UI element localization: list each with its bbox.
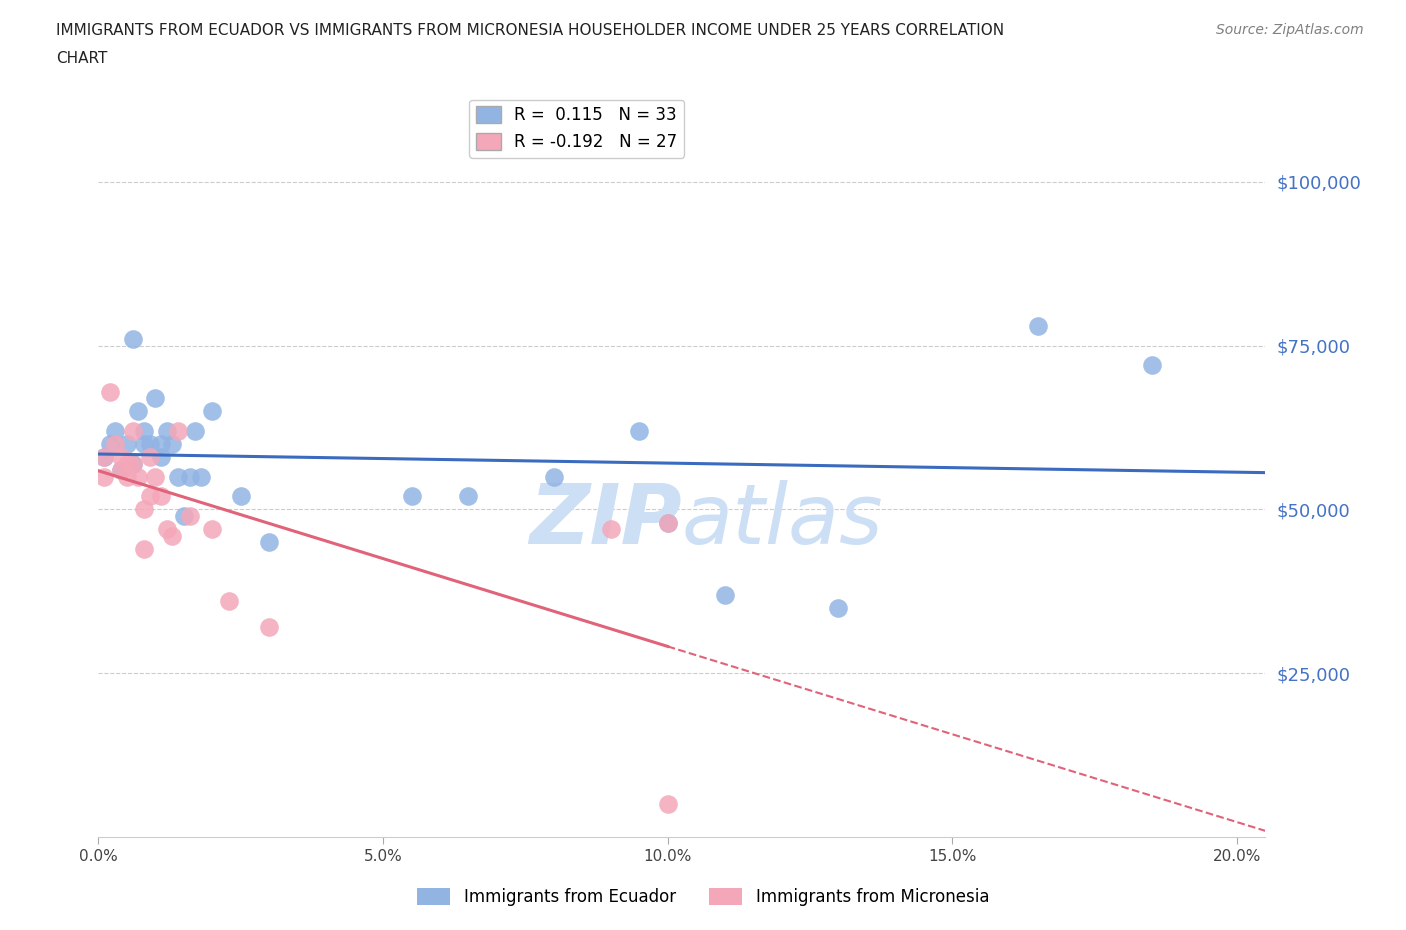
Point (156, 423, 179, 438)
Point (543, 470, 565, 485)
Point (93, 470, 115, 485)
Point (657, 797, 679, 812)
Point (167, 470, 190, 485)
Text: ZIP: ZIP (529, 480, 682, 561)
Point (138, 449, 160, 464)
Point (599, 522, 621, 537)
Point (98, 436, 121, 451)
Point (201, 404, 224, 418)
Point (93, 449, 115, 464)
Point (121, 457, 143, 472)
Legend: R =  0.115   N = 33, R = -0.192   N = 27: R = 0.115 N = 33, R = -0.192 N = 27 (470, 100, 685, 157)
Point (93, 449, 115, 464)
Point (150, 489, 173, 504)
Point (401, 489, 423, 504)
Point (628, 423, 651, 438)
Point (110, 449, 132, 464)
Point (184, 423, 207, 438)
Point (713, 587, 735, 602)
Point (1026, 319, 1049, 334)
Point (179, 470, 201, 485)
Point (218, 593, 240, 608)
Text: atlas: atlas (682, 480, 883, 561)
Point (257, 535, 280, 550)
Point (173, 509, 195, 524)
Point (1140, 358, 1163, 373)
Point (127, 404, 149, 418)
Point (162, 436, 184, 451)
Point (115, 436, 138, 451)
Point (110, 463, 132, 478)
Point (657, 515, 679, 530)
Point (257, 620, 280, 635)
Point (179, 509, 201, 524)
Point (132, 436, 155, 451)
Point (138, 436, 160, 451)
Point (121, 423, 143, 438)
Legend: Immigrants from Ecuador, Immigrants from Micronesia: Immigrants from Ecuador, Immigrants from… (411, 881, 995, 912)
Point (138, 489, 160, 504)
Point (143, 470, 166, 485)
Point (121, 332, 143, 347)
Point (132, 541, 155, 556)
Point (156, 522, 179, 537)
Point (657, 515, 679, 530)
Text: CHART: CHART (56, 51, 108, 66)
Point (98, 384, 121, 399)
Point (229, 489, 252, 504)
Text: IMMIGRANTS FROM ECUADOR VS IMMIGRANTS FROM MICRONESIA HOUSEHOLDER INCOME UNDER 2: IMMIGRANTS FROM ECUADOR VS IMMIGRANTS FR… (56, 23, 1004, 38)
Point (167, 423, 190, 438)
Point (132, 502, 155, 517)
Point (827, 600, 849, 615)
Point (150, 436, 173, 451)
Point (457, 489, 479, 504)
Point (121, 457, 143, 472)
Point (150, 449, 173, 464)
Point (115, 470, 138, 485)
Point (201, 522, 224, 537)
Point (115, 457, 138, 472)
Point (190, 470, 212, 485)
Point (162, 528, 184, 543)
Point (127, 470, 149, 485)
Point (132, 423, 155, 438)
Point (104, 423, 127, 438)
Text: Source: ZipAtlas.com: Source: ZipAtlas.com (1216, 23, 1364, 37)
Point (104, 436, 127, 451)
Point (143, 391, 166, 405)
Point (110, 463, 132, 478)
